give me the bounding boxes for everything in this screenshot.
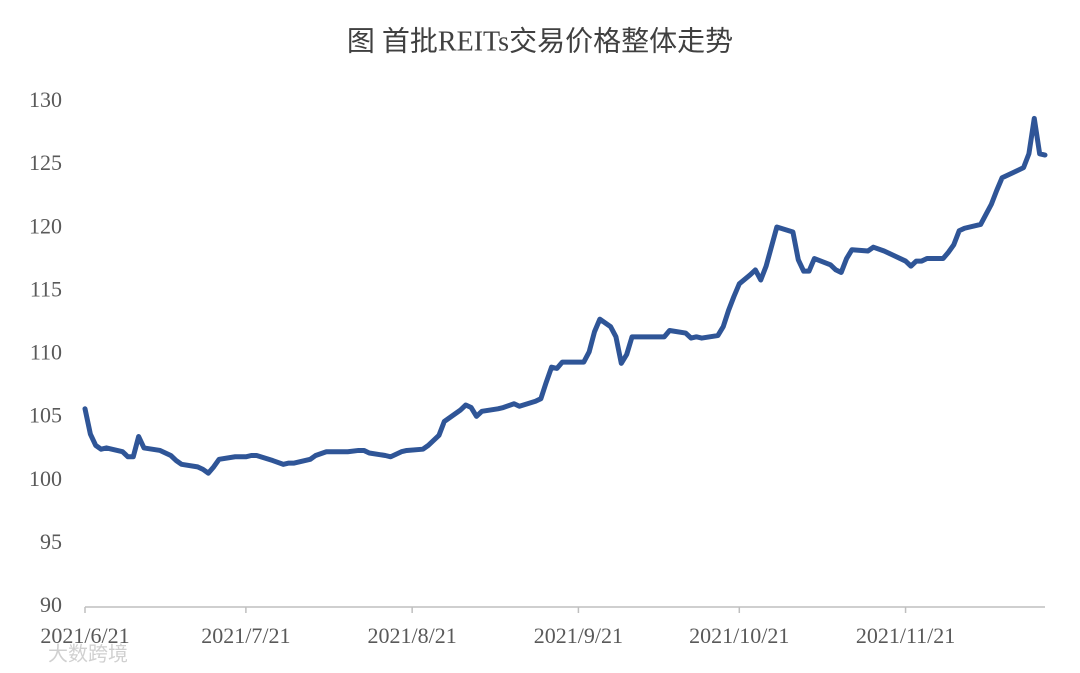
y-tick-label: 115 — [30, 276, 62, 301]
x-tick-label: 2021/8/21 — [368, 623, 457, 648]
y-tick-label: 125 — [29, 150, 62, 175]
y-tick-label: 100 — [29, 466, 62, 491]
x-tick-label: 2021/9/21 — [534, 623, 623, 648]
y-tick-label: 95 — [40, 529, 62, 554]
x-tick-label: 2021/7/21 — [201, 623, 290, 648]
y-tick-label: 130 — [29, 87, 62, 112]
data-line — [82, 115, 1048, 476]
y-tick-label: 105 — [29, 403, 62, 428]
chart-title: 图 首批REITs交易价格整体走势 — [347, 25, 733, 57]
x-tick-label: 2021/10/21 — [689, 623, 789, 648]
x-tick-label: 2021/6/21 — [40, 623, 129, 648]
y-tick-label: 120 — [29, 213, 62, 238]
y-tick-label: 90 — [40, 592, 62, 617]
y-tick-label: 110 — [30, 340, 62, 365]
watermark: 大数跨境 — [48, 642, 128, 666]
x-tick-label: 2021/11/21 — [856, 623, 955, 648]
